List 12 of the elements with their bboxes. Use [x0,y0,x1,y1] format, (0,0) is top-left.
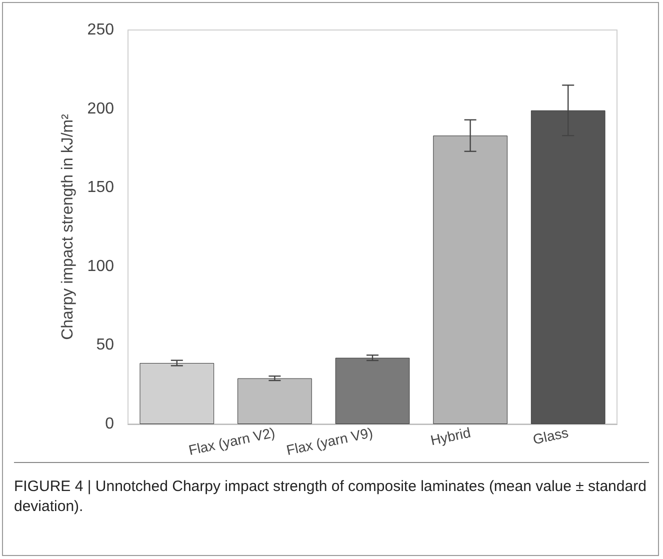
y-tick-label: 200 [87,100,114,118]
y-tick-label: 50 [96,336,114,354]
x-tick-label: Flax (yarn V9) [284,424,374,458]
y-tick-label: 250 [87,22,114,38]
x-tick-label: Flax (yarn V2) [187,424,276,458]
y-tick-label: 100 [87,258,114,275]
x-tick-label: Hybrid [429,424,472,448]
y-tick-label: 0 [105,416,114,432]
x-tick-label: Glass [531,424,570,448]
y-tick-label: 150 [87,179,114,196]
caption: FIGURE 4 | Unnotched Charpy impact strength of composite laminates (mean value ± standard deviation). [14,462,649,517]
y-axis-title: Charpy impact strength in kJ/m² [60,113,76,340]
